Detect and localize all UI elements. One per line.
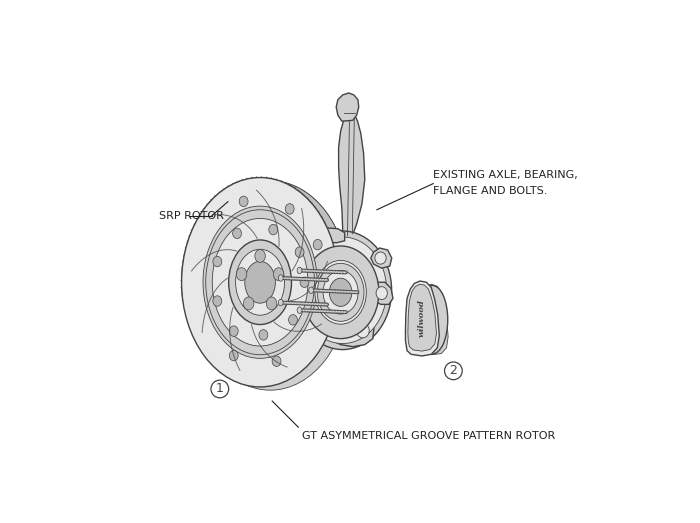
Ellipse shape [417, 286, 448, 354]
Polygon shape [405, 281, 440, 356]
Ellipse shape [295, 247, 304, 257]
Ellipse shape [288, 315, 298, 325]
Ellipse shape [269, 224, 278, 235]
Ellipse shape [297, 307, 302, 313]
Ellipse shape [286, 203, 294, 214]
Text: EXISTING AXLE, BEARING,: EXISTING AXLE, BEARING, [433, 169, 578, 179]
Text: 1: 1 [216, 382, 224, 395]
Polygon shape [336, 93, 358, 121]
Ellipse shape [279, 299, 283, 306]
Circle shape [211, 380, 229, 398]
Text: wilwood: wilwood [418, 300, 426, 337]
Ellipse shape [192, 181, 349, 390]
Ellipse shape [259, 329, 268, 340]
Text: SRP ROTOR: SRP ROTOR [159, 211, 223, 221]
Ellipse shape [213, 296, 222, 306]
Ellipse shape [274, 268, 284, 280]
Polygon shape [339, 111, 365, 246]
Ellipse shape [272, 356, 281, 367]
Polygon shape [373, 282, 393, 304]
Ellipse shape [237, 268, 247, 280]
Ellipse shape [230, 326, 238, 336]
Ellipse shape [203, 206, 317, 358]
Text: GT ASYMMETRICAL GROOVE PATTERN ROTOR: GT ASYMMETRICAL GROOVE PATTERN ROTOR [302, 431, 556, 441]
Polygon shape [408, 285, 437, 351]
Ellipse shape [213, 256, 222, 267]
Ellipse shape [330, 278, 352, 306]
Ellipse shape [266, 297, 276, 310]
Ellipse shape [323, 270, 358, 314]
Ellipse shape [294, 231, 391, 349]
Ellipse shape [300, 277, 309, 288]
Ellipse shape [297, 267, 302, 274]
Text: 2: 2 [449, 365, 457, 377]
Polygon shape [371, 248, 392, 268]
Ellipse shape [236, 249, 285, 315]
Ellipse shape [375, 252, 386, 264]
Ellipse shape [245, 262, 275, 303]
Ellipse shape [315, 260, 366, 324]
Ellipse shape [299, 237, 386, 344]
Polygon shape [181, 177, 349, 302]
Ellipse shape [279, 275, 283, 281]
Ellipse shape [356, 323, 369, 338]
Ellipse shape [317, 263, 364, 321]
Ellipse shape [309, 287, 314, 293]
Polygon shape [331, 309, 374, 347]
Ellipse shape [181, 177, 339, 387]
Polygon shape [316, 228, 344, 243]
Ellipse shape [230, 350, 238, 361]
Circle shape [444, 362, 462, 380]
Ellipse shape [255, 249, 265, 263]
Polygon shape [416, 285, 448, 355]
Ellipse shape [229, 240, 291, 324]
Ellipse shape [239, 196, 248, 207]
Ellipse shape [206, 210, 314, 355]
Ellipse shape [244, 297, 254, 310]
Ellipse shape [313, 240, 322, 250]
Ellipse shape [212, 219, 308, 346]
Ellipse shape [376, 287, 387, 300]
Ellipse shape [302, 246, 379, 338]
Ellipse shape [232, 228, 241, 238]
Text: FLANGE AND BOLTS.: FLANGE AND BOLTS. [433, 186, 547, 196]
Ellipse shape [332, 323, 345, 338]
